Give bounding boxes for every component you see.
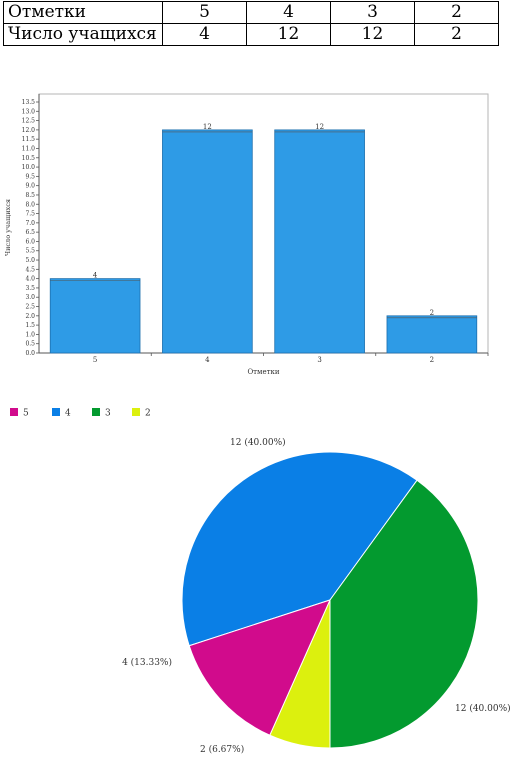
pie-slice-label: 12 (40.00%): [455, 703, 511, 714]
pie-slice-label: 2 (6.67%): [200, 744, 244, 755]
y-tick-label: 7.5: [25, 211, 35, 218]
legend-swatch: [10, 408, 18, 416]
grade-cell: 2: [414, 1, 499, 24]
y-tick-label: 5.0: [25, 257, 35, 264]
y-tick-label: 4.0: [25, 276, 35, 283]
y-tick-label: 6.0: [25, 238, 35, 245]
y-tick-label: 1.5: [25, 322, 35, 329]
grade-cell: 4: [246, 1, 331, 24]
y-tick-label: 9.5: [25, 173, 35, 180]
y-tick-label: 0.5: [25, 341, 35, 348]
y-tick-label: 10.0: [22, 164, 36, 171]
pie-chart: 5 4 3 2 12 (40.00%) 12 (40.00%) 2 (6.67%) 4 (13…: [10, 408, 511, 755]
grades-table: Отметки 5 4 3 2 Число учащихся 4 12 12 2: [3, 1, 499, 46]
y-tick-label: 11.5: [22, 136, 36, 143]
x-axis-title: Отметки: [247, 368, 279, 376]
legend-swatch: [52, 408, 60, 416]
table-row: Число учащихся 4 12 12 2: [3, 23, 499, 46]
bar-value-label: 12: [315, 123, 324, 131]
y-tick-label: 11.0: [22, 145, 36, 152]
y-tick-label: 10.5: [22, 155, 36, 162]
pie-slice: [329, 479, 479, 749]
y-tick-label: 4.5: [25, 266, 35, 273]
pie-slice: [181, 451, 418, 647]
y-tick-label: 12.5: [22, 118, 36, 125]
x-tick-label: 2: [430, 356, 434, 364]
y-tick-label: 2.0: [25, 313, 35, 320]
count-cell: 12: [246, 23, 331, 46]
y-tick-label: 13.5: [22, 99, 36, 106]
y-axis-title: Число учащихся: [4, 199, 12, 256]
y-tick-label: 7.0: [25, 220, 35, 227]
x-tick-label: 4: [205, 356, 210, 364]
x-tick-label: 5: [93, 356, 97, 364]
count-cell: 4: [162, 23, 247, 46]
y-tick-label: 5.5: [25, 248, 35, 255]
bar: [274, 129, 365, 354]
grade-cell: 5: [162, 1, 247, 24]
legend-label: 3: [105, 409, 111, 419]
x-tick-label: 3: [317, 356, 321, 364]
table-row-label: Отметки: [3, 1, 163, 24]
table-row-label: Число учащихся: [3, 23, 163, 46]
y-tick-label: 13.0: [22, 108, 36, 115]
legend-swatch: [132, 408, 140, 416]
legend-label: 2: [145, 409, 151, 419]
pie-slice-label: 4 (13.33%): [122, 657, 172, 668]
y-tick-label: 9.0: [25, 183, 35, 190]
y-tick-label: 3.5: [25, 285, 35, 292]
bar: [386, 315, 478, 354]
table-row: Отметки 5 4 3 2: [3, 1, 499, 24]
grade-cell: 3: [330, 1, 415, 24]
bar-value-label: 4: [93, 272, 98, 280]
y-tick-label: 12.0: [22, 127, 36, 134]
count-cell: 2: [414, 23, 499, 46]
y-tick-label: 2.5: [25, 304, 35, 311]
y-tick-label: 8.0: [25, 201, 35, 208]
bar: [49, 278, 141, 354]
legend-label: 4: [65, 409, 71, 419]
bar-value-label: 2: [430, 309, 434, 317]
bar-value-label: 12: [203, 123, 212, 131]
y-tick-label: 1.0: [25, 331, 35, 338]
y-tick-label: 8.5: [25, 192, 35, 199]
count-cell: 12: [330, 23, 415, 46]
legend-swatch: [92, 408, 100, 416]
y-tick-label: 0.0: [25, 350, 35, 357]
legend-label: 5: [23, 409, 29, 419]
bar-chart: 0.0 0.5 1.0 1.5 2.0 2.5 3.0 3.5 4.0 4.5 5.0 5.5 6.0 6…: [4, 93, 489, 376]
bar: [162, 129, 253, 354]
pie-slice-label: 12 (40.00%): [230, 437, 286, 448]
pie-slice: [188, 599, 331, 736]
y-tick-label: 3.0: [25, 294, 35, 301]
y-tick-label: 6.5: [25, 229, 35, 236]
